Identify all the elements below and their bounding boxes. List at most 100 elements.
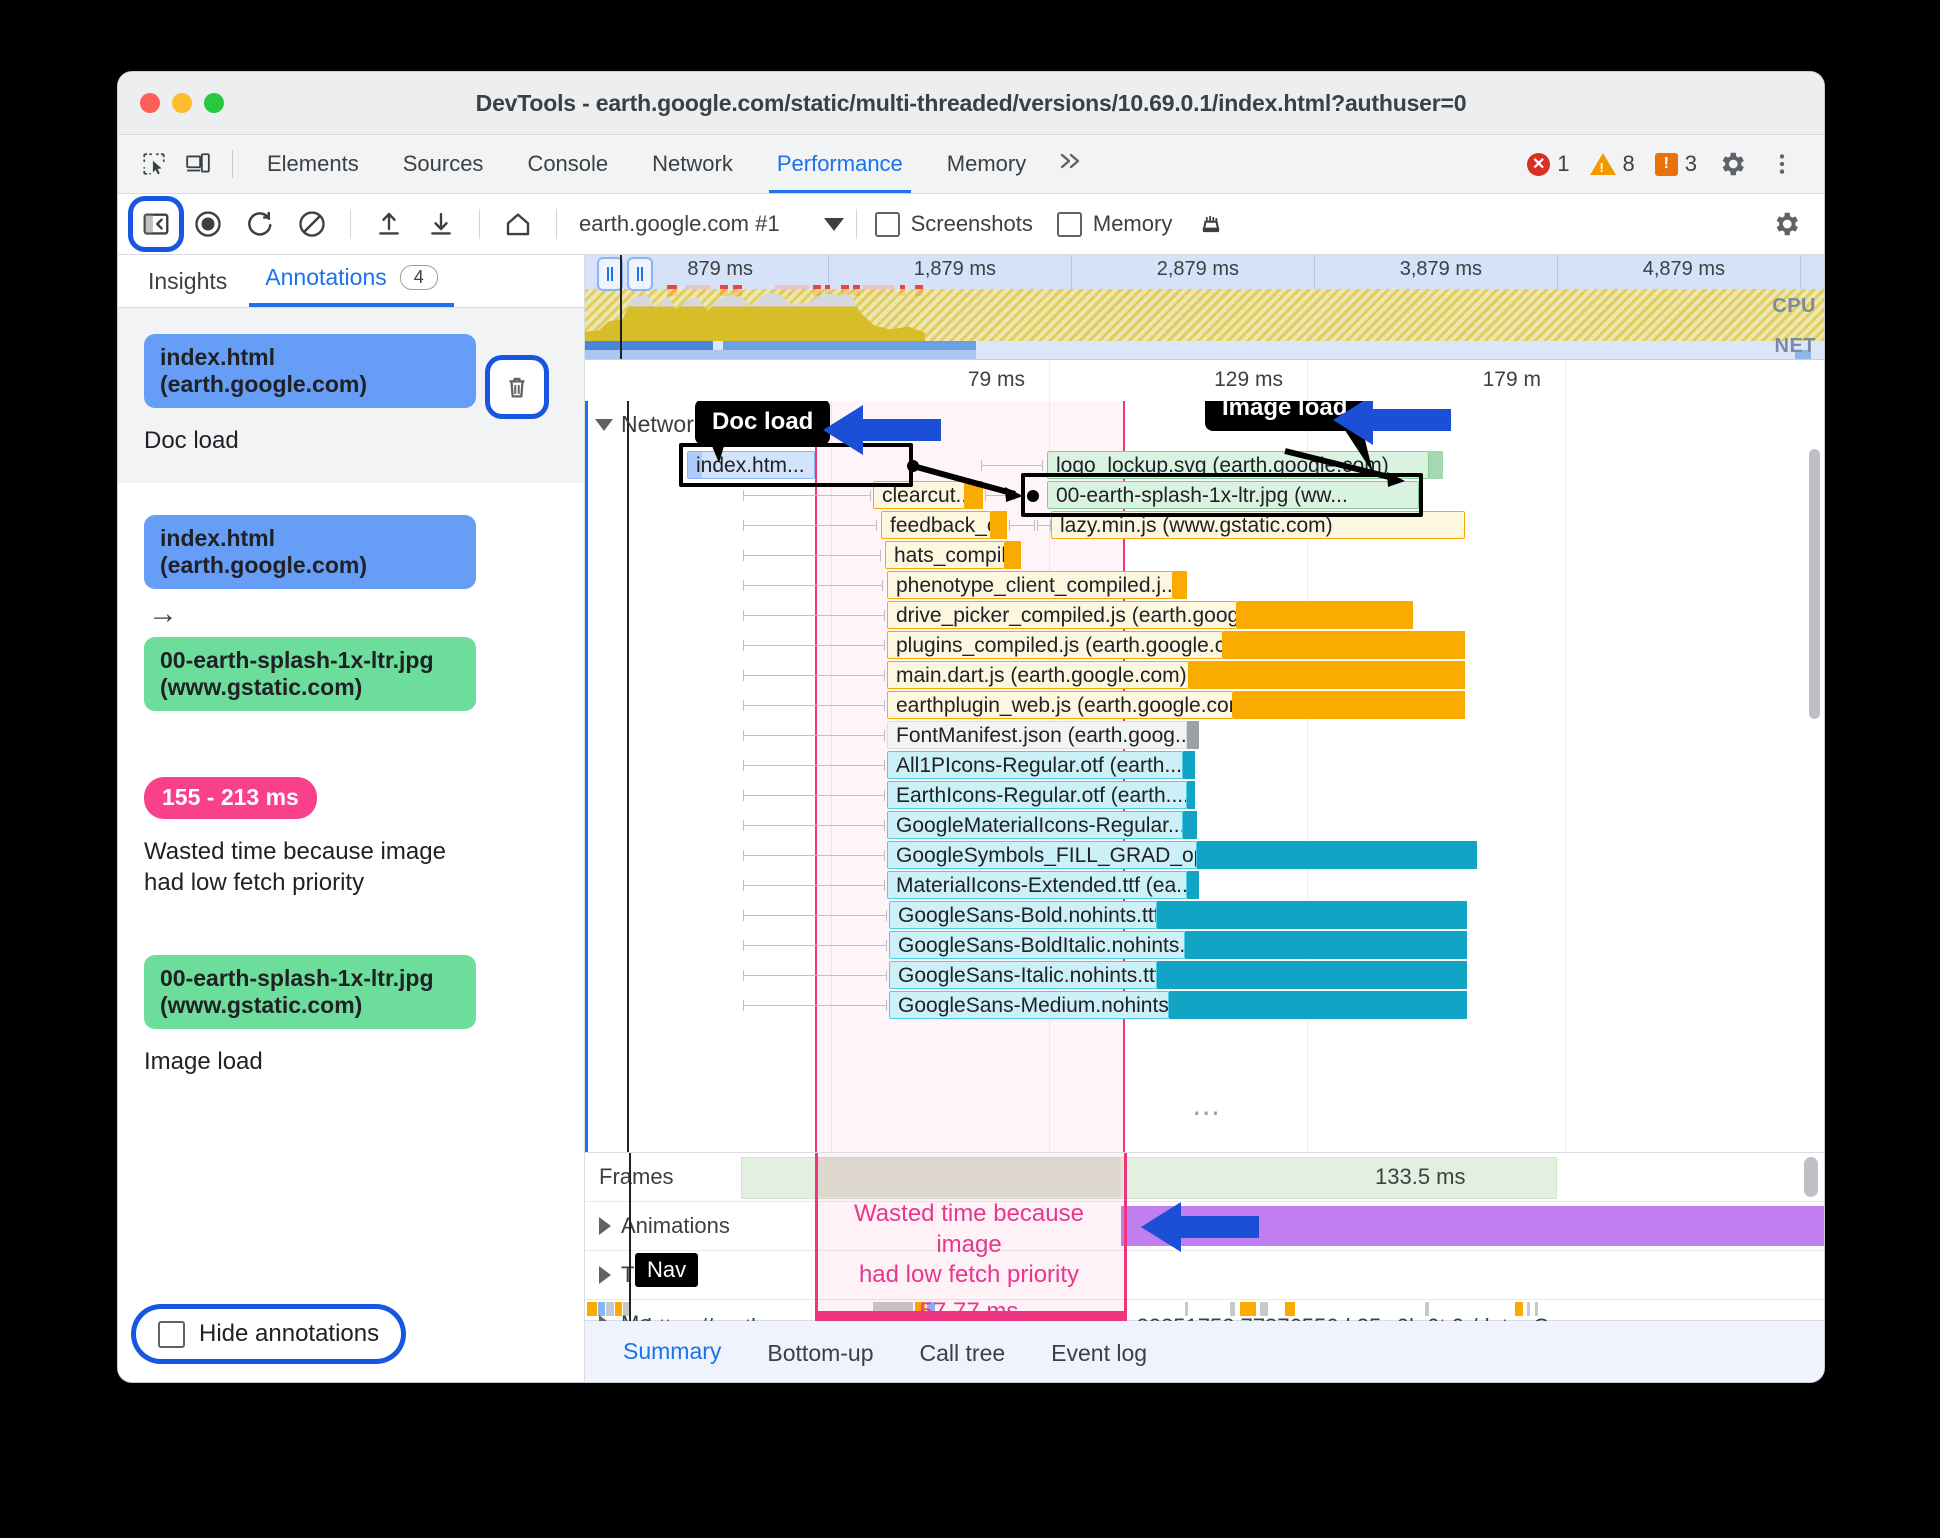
close-window-button[interactable] <box>140 93 160 113</box>
device-toolbar-icon[interactable] <box>176 142 220 186</box>
tab-console[interactable]: Console <box>505 142 630 186</box>
chevron-right-icon[interactable] <box>599 1217 611 1235</box>
request-label: clearcut... <box>882 484 965 507</box>
navigation-marker-line <box>627 401 629 1153</box>
clear-icon[interactable] <box>289 201 335 247</box>
tab-elements-label: Elements <box>267 151 359 176</box>
annotation-entry-time-range[interactable]: 155 - 213 ms Wasted time because image h… <box>118 721 584 908</box>
network-request-bar[interactable]: drive_picker_compiled.js (earth.google.c… <box>887 601 1237 629</box>
gear-icon[interactable] <box>1710 142 1754 186</box>
image-load-tooltip-text: Image load <box>1222 401 1348 421</box>
inspect-element-icon[interactable] <box>132 142 176 186</box>
track-label-animations: Animations <box>599 1202 730 1250</box>
chevron-right-icon[interactable] <box>599 1266 611 1284</box>
flame-chart-scrollbar[interactable] <box>1809 449 1820 719</box>
request-download-segment <box>1237 601 1413 629</box>
memory-checkbox[interactable]: Memory <box>1056 211 1172 237</box>
live-metrics-home-icon[interactable] <box>495 201 541 247</box>
timeline-overview[interactable]: 879 ms 1,879 ms 2,879 ms 3,879 ms 4,879 … <box>585 255 1824 360</box>
network-request-bar[interactable]: phenotype_client_compiled.j... <box>887 571 1173 599</box>
network-request-bar[interactable]: MaterialIcons-Extended.ttf (ea... <box>887 871 1187 899</box>
network-group-header[interactable]: Network <box>595 411 705 438</box>
track-row-timings[interactable]: Timings <box>585 1251 1824 1300</box>
network-request-bar[interactable]: 00-earth-splash-1x-ltr.jpg (ww... <box>1047 481 1419 509</box>
wasted-overlay-line1: Wasted time because image <box>854 1200 1084 1258</box>
annotation-entry-doc-load[interactable]: index.html (earth.google.com) Doc load <box>118 308 584 483</box>
tab-sources[interactable]: Sources <box>381 142 506 186</box>
network-request-bar[interactable]: plugins_compiled.js (earth.google.com) <box>887 631 1223 659</box>
warning-counter[interactable]: ! 8 <box>1583 151 1642 177</box>
details-tab-call-tree[interactable]: Call tree <box>902 1322 1024 1382</box>
annotation-chip-to: 00-earth-splash-1x-ltr.jpg (www.gstatic.… <box>144 637 476 712</box>
nav-marker-tag: Nav <box>635 1253 699 1287</box>
error-counter[interactable]: ✕ 1 <box>1520 151 1576 177</box>
capture-settings-gear-icon[interactable] <box>1763 201 1809 247</box>
network-request-bar[interactable]: index.htm... <box>687 451 815 479</box>
reload-and-record-icon[interactable] <box>237 201 283 247</box>
window-traffic-lights[interactable] <box>140 93 224 113</box>
request-label: GoogleSymbols_FILL_GRAD_opsz_wght.ttf (e… <box>896 844 1196 867</box>
network-request-bar[interactable]: EarthIcons-Regular.otf (earth.... <box>887 781 1187 809</box>
network-request-bar[interactable]: hats_compile... <box>885 541 1005 569</box>
load-profile-icon[interactable] <box>366 201 412 247</box>
details-tab-bottom-up-label: Bottom-up <box>767 1339 874 1366</box>
details-tab-event-log[interactable]: Event log <box>1033 1322 1165 1382</box>
overview-right-handle[interactable] <box>627 257 653 291</box>
annotations-count-badge: 4 <box>399 265 438 290</box>
network-request-bar[interactable]: GoogleSans-Italic.nohints.ttf (earth.goo… <box>889 961 1157 989</box>
network-request-bar[interactable]: FontManifest.json (earth.goog... <box>887 721 1187 749</box>
minimize-window-button[interactable] <box>172 93 192 113</box>
kebab-menu-icon[interactable] <box>1760 142 1804 186</box>
window-titlebar: DevTools - earth.google.com/static/multi… <box>118 72 1824 135</box>
issue-counter[interactable]: ! 3 <box>1648 151 1704 177</box>
annotation-entry-image-load[interactable]: 00-earth-splash-1x-ltr.jpg (www.gstatic.… <box>118 909 584 1088</box>
overview-tick: 4,879 ms <box>1642 258 1725 280</box>
network-flame-chart[interactable]: Network index.htm... logo_lockup.svg (ea… <box>585 401 1824 1153</box>
network-request-bar[interactable]: GoogleMaterialIcons-Regular.... <box>887 811 1183 839</box>
wasted-time-selection-band[interactable] <box>815 1153 1127 1321</box>
network-request-bar[interactable]: GoogleSans-Bold.nohints.ttf (earth.googl… <box>889 901 1157 929</box>
maximize-window-button[interactable] <box>204 93 224 113</box>
lower-tracks-scrollbar[interactable] <box>1804 1157 1818 1197</box>
save-profile-icon[interactable] <box>418 201 464 247</box>
tab-performance[interactable]: Performance <box>755 142 925 193</box>
tab-elements[interactable]: Elements <box>245 142 381 186</box>
chevron-right-icon[interactable] <box>599 1315 611 1321</box>
tab-memory[interactable]: Memory <box>925 142 1048 186</box>
sidebar-tab-annotations[interactable]: Annotations 4 <box>249 264 454 307</box>
devtools-tabstrip: Elements Sources Console Network Perform… <box>118 135 1824 194</box>
collect-garbage-icon[interactable] <box>1188 201 1234 247</box>
network-request-bar[interactable]: GoogleSans-BoldItalic.nohints.ttf (earth… <box>889 931 1185 959</box>
ruler-tick: 179 m <box>1482 368 1541 391</box>
request-download-segment <box>1187 781 1195 809</box>
more-tabs-icon[interactable] <box>1048 150 1096 178</box>
network-request-bar[interactable]: feedback_co... <box>881 511 991 539</box>
pane-resize-handle[interactable]: ⋯ <box>1192 1097 1224 1128</box>
network-request-bar[interactable]: GoogleSymbols_FILL_GRAD_opsz_wght.ttf (e… <box>887 841 1197 869</box>
hide-annotations-checkbox[interactable]: Hide annotations <box>136 1309 402 1359</box>
details-tab-bottom-up[interactable]: Bottom-up <box>749 1322 891 1382</box>
doc-load-tooltip: Doc load <box>695 401 831 445</box>
network-request-bar[interactable]: main.dart.js (earth.google.com) <box>887 661 1189 689</box>
request-label: feedback_co... <box>890 514 990 537</box>
frame-duration-1: 133.5 ms <box>1375 1164 1466 1189</box>
wasted-time-overlay: Wasted time because image had low fetch … <box>819 1199 1119 1321</box>
request-label: GoogleSans-Italic.nohints.ttf (earth.goo… <box>898 964 1157 987</box>
trash-icon[interactable] <box>490 360 544 414</box>
sidebar-tab-insights[interactable]: Insights <box>132 268 243 307</box>
network-request-bar[interactable]: All1PIcons-Regular.otf (earth.... <box>887 751 1183 779</box>
network-request-bar[interactable]: earthplugin_web.js (earth.google.com) <box>887 691 1233 719</box>
track-row-frames[interactable]: Frames 133.5 ms 16.6 ms <box>585 1153 1824 1202</box>
record-icon[interactable] <box>185 201 231 247</box>
details-tab-summary[interactable]: Summary <box>605 1320 739 1382</box>
sidebar-toggle-icon[interactable] <box>133 201 179 247</box>
recording-select[interactable]: earth.google.com #1 <box>569 211 844 237</box>
annotation-entry-link[interactable]: index.html (earth.google.com) → 00-earth… <box>118 483 584 722</box>
overview-left-handle[interactable] <box>597 257 623 291</box>
tab-network[interactable]: Network <box>630 142 755 186</box>
track-row-animations[interactable]: Animations <box>585 1202 1824 1252</box>
screenshots-checkbox[interactable]: Screenshots <box>874 211 1033 237</box>
network-request-bar[interactable]: GoogleSans-Medium.nohints.ttf (earth.goo… <box>889 991 1169 1019</box>
track-row-main[interactable]: Ma <box>585 1300 1824 1321</box>
